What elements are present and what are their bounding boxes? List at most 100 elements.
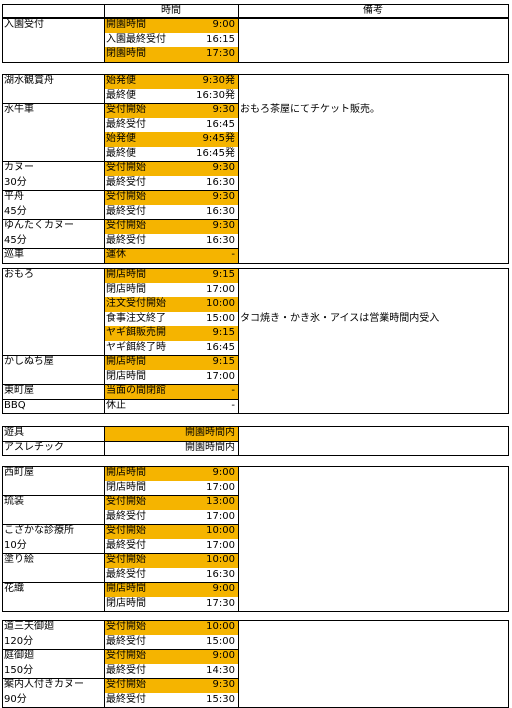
- highlight-band: [105, 161, 238, 176]
- time-value: 15:00: [206, 312, 235, 324]
- facility-name: ゆんたくカヌー: [4, 220, 74, 231]
- time-label: 最終受付: [106, 693, 146, 705]
- time-label: 運休: [106, 249, 126, 260]
- time-label: 最終受付: [106, 568, 146, 580]
- grid-line: [2, 466, 3, 611]
- grid-line: [508, 268, 509, 413]
- time-label: 受付開始: [106, 496, 146, 507]
- facility-name: カヌー: [4, 162, 34, 173]
- time-value: 16:30発: [196, 89, 235, 101]
- grid-line: [238, 74, 239, 263]
- highlight-band: [105, 355, 238, 370]
- facility-name: 水牛車: [4, 104, 34, 115]
- time-label: 最終受付: [106, 635, 146, 647]
- grid-line: [104, 4, 105, 18]
- time-label: 受付開始: [106, 104, 146, 115]
- grid-line: [2, 61, 509, 63]
- facility-name: 90分: [4, 693, 27, 705]
- time-label: 最終便: [106, 89, 136, 101]
- grid-line: [2, 4, 3, 18]
- time-value: 9:30: [212, 162, 235, 173]
- grid-line: [508, 426, 509, 455]
- time-value: 17:30: [206, 597, 235, 609]
- time-label: 最終受付: [106, 539, 146, 551]
- grid-line: [2, 524, 238, 525]
- grid-line: [2, 455, 509, 456]
- time-value: 9:00: [212, 583, 235, 594]
- time-value: 9:30: [212, 104, 235, 115]
- time-label: 開店時間: [106, 467, 146, 478]
- time-value: 9:00: [212, 467, 235, 478]
- time-label: 最終便: [106, 147, 136, 159]
- time-value: 9:15: [212, 269, 235, 280]
- grid-line: [2, 553, 238, 554]
- time-label: 始発便: [106, 75, 136, 86]
- time-value: -: [231, 399, 235, 411]
- time-label: 最終受付: [106, 118, 146, 130]
- facility-name: 湖水観賞舟: [4, 75, 54, 86]
- time-label: 始発便: [106, 133, 136, 144]
- grid-line: [2, 268, 3, 413]
- facility-name: 45分: [4, 234, 27, 246]
- grid-line: [2, 611, 509, 612]
- time-value: 10:00: [206, 525, 235, 536]
- grid-line: [238, 18, 239, 62]
- time-value: 16:30: [206, 234, 235, 246]
- facility-name: 巡車: [4, 249, 24, 260]
- facility-name: [4, 33, 103, 48]
- time-value: 13:00: [206, 496, 235, 507]
- grid-line: [508, 74, 509, 263]
- time-label: 開店時間: [106, 583, 146, 594]
- grid-line: [238, 426, 239, 455]
- time-value: 9:30: [212, 191, 235, 202]
- time-value: 16:30: [206, 176, 235, 188]
- time-label: 開園時間: [106, 19, 146, 30]
- grid-line: [2, 4, 508, 5]
- time-value: 10:00: [206, 621, 235, 632]
- highlight-band: [105, 384, 238, 399]
- facility-name: こざかな診療所: [4, 525, 74, 536]
- facility-name: 45分: [4, 205, 27, 217]
- facility-name: 花織: [4, 583, 24, 594]
- time-label: 受付開始: [106, 220, 146, 231]
- facility-name: 塗り絵: [4, 554, 34, 565]
- facility-name: [4, 132, 103, 147]
- time-label: 閉店時間: [106, 283, 146, 295]
- grid-line: [2, 620, 3, 707]
- facility-name: [4, 47, 103, 62]
- time-label: 受付開始: [106, 554, 146, 565]
- grid-line: [2, 17, 508, 18]
- grid-line: [508, 4, 509, 18]
- highlight-band: [105, 524, 238, 539]
- grid-line: [104, 620, 105, 707]
- facility-name: [4, 312, 103, 327]
- time-label: 開店時間: [106, 356, 146, 367]
- time-label: 閉店時間: [106, 481, 146, 493]
- facility-name: [4, 568, 103, 583]
- grid-line: [2, 440, 238, 442]
- grid-line: [2, 268, 508, 269]
- time-value: 17:00: [206, 370, 235, 382]
- grid-line: [238, 4, 239, 18]
- time-label: 食事注文終了: [106, 312, 166, 324]
- time-value: 9:30発: [202, 75, 235, 86]
- grid-line: [238, 620, 239, 707]
- time-value: 9:30: [212, 220, 235, 231]
- time-label: 最終受付: [106, 664, 146, 676]
- note-text: おもろ茶屋にてチケット販売。: [240, 104, 380, 115]
- facility-name: [4, 481, 103, 496]
- highlight-band: [105, 190, 238, 205]
- facility-name: 120分: [4, 635, 34, 647]
- time-label: 受付開始: [106, 621, 146, 632]
- grid-line: [104, 74, 105, 263]
- grid-line: [238, 466, 239, 611]
- grid-line: [2, 18, 3, 62]
- facility-name: 東町屋: [4, 385, 34, 396]
- highlight-band: [105, 620, 238, 635]
- time-label: 最終受付: [106, 234, 146, 246]
- time-value: 15:30: [206, 693, 235, 705]
- header-time: 時間: [161, 5, 181, 16]
- header-note: 備考: [363, 5, 383, 16]
- facility-name: 道三天御廻: [4, 621, 54, 632]
